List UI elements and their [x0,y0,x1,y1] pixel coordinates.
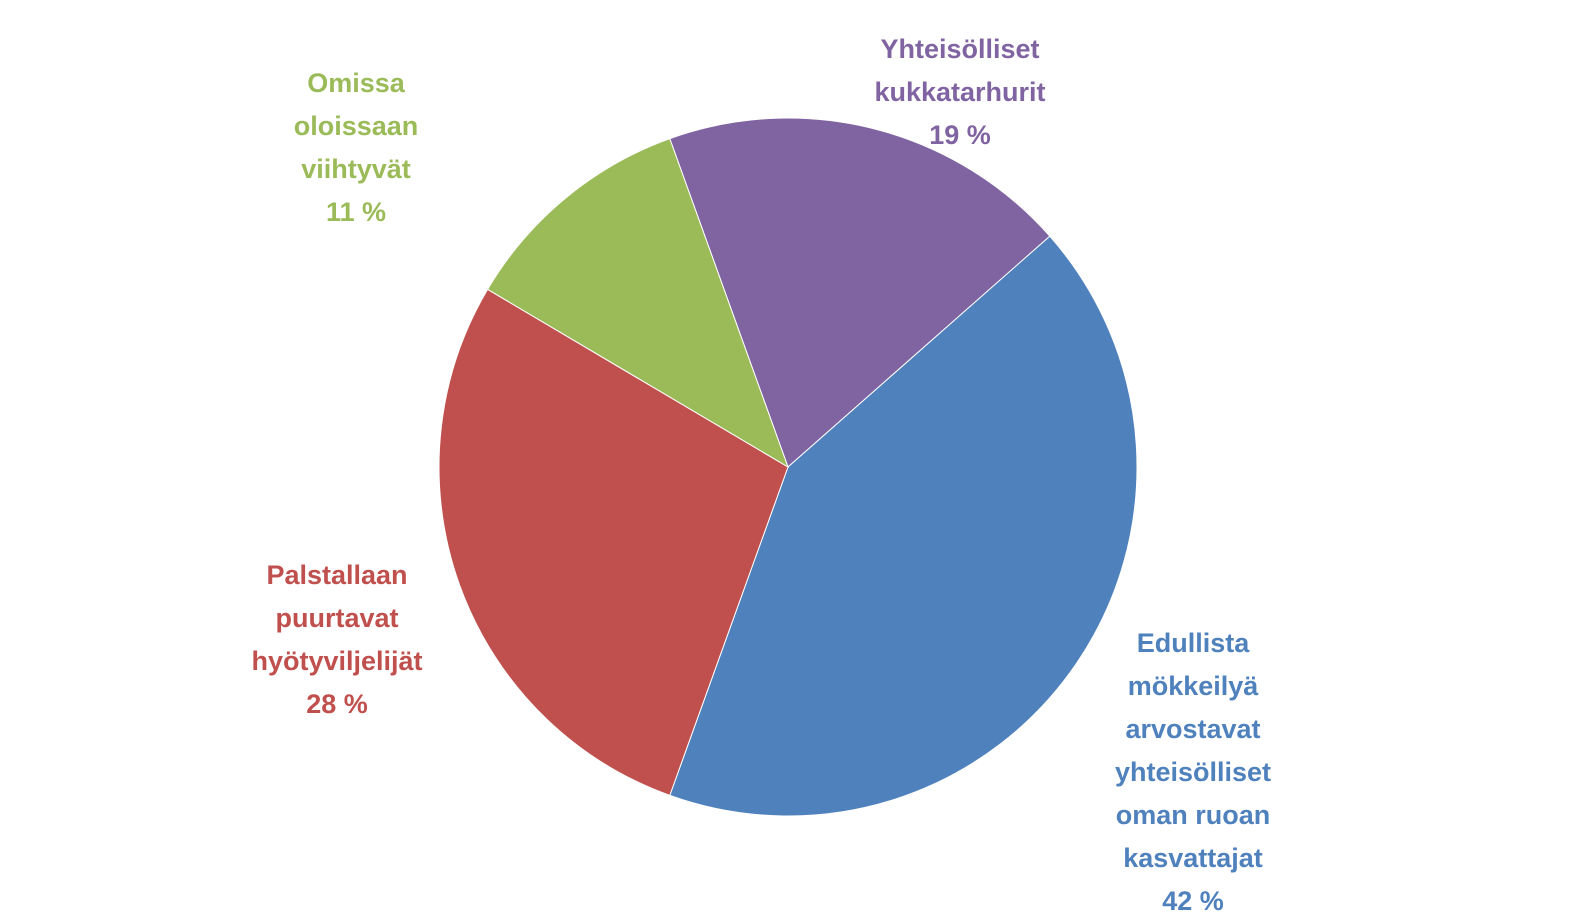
value-label: 19 % [840,114,1080,157]
value-label: 11 % [266,191,446,234]
value-label: 28 % [222,683,452,726]
pie-chart [0,0,1579,921]
category-label: Palstallaan puurtavat hyötyviljelijät [222,554,452,683]
slice-label: Edullista mökkeilyä arvostavat yhteisöll… [1078,622,1308,923]
value-label: 42 % [1078,880,1308,923]
category-label: Yhteisölliset kukkatarhurit [840,28,1080,114]
category-label: Edullista mökkeilyä arvostavat yhteisöll… [1078,622,1308,880]
category-label: Omissa oloissaan viihtyvät [266,62,446,191]
chart: Yhteisölliset kukkatarhurit19 % Edullista… [0,0,1579,921]
